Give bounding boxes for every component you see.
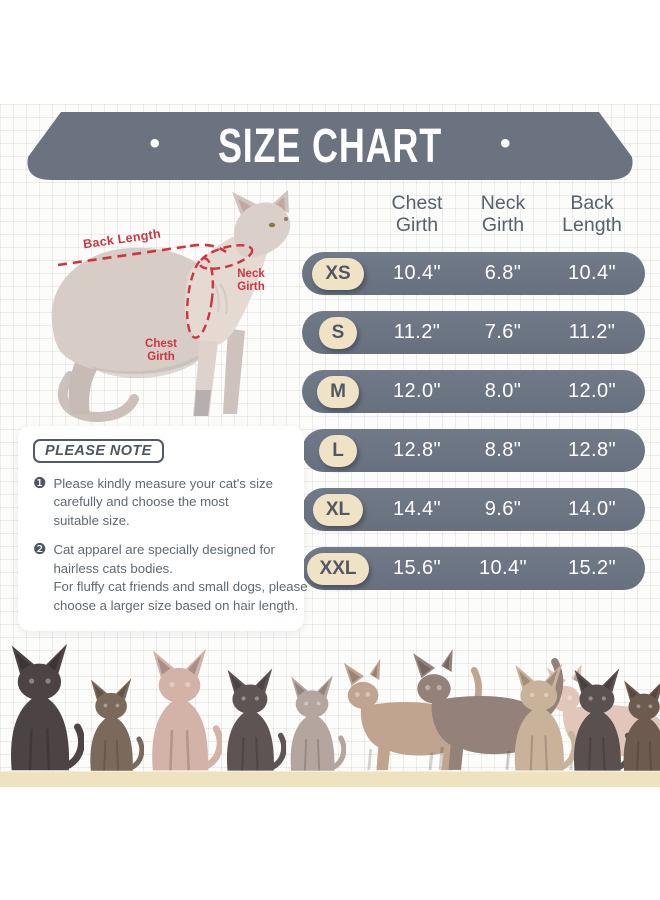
column-header-chest-girth: Chest Girth [391, 192, 443, 236]
banner-dot-right-icon: • [500, 126, 511, 160]
size-badge: XS [312, 257, 364, 290]
neck-girth-value: 10.4" [478, 557, 528, 579]
measurement-dashes-overlay [57, 243, 254, 339]
neck-girth-label: Neck Girth [237, 268, 265, 293]
note-item-1-text: Please kindly measure your cat's size ca… [53, 476, 273, 528]
back-length-value: 15.2" [567, 557, 617, 579]
neck-girth-value: 6.8" [484, 262, 522, 284]
bullet-1-icon: ❶ [33, 475, 47, 492]
note-item-2-text: Cat apparel are specially designed for h… [53, 542, 308, 613]
chest-girth-value: 12.8" [392, 439, 442, 461]
column-header-back-length: Back Length [562, 192, 622, 236]
size-badge: S [318, 316, 358, 349]
back-length-value: 14.0" [567, 498, 617, 520]
back-length-value: 11.2" [568, 321, 616, 343]
size-row: S 11.2" 7.6" 11.2" [302, 311, 645, 354]
note-item-1: ❶ Please kindly measure your cat's size … [33, 475, 289, 530]
cat-measurement-diagram: Back Length Neck Girth Chest Girth [30, 188, 302, 430]
size-table: Chest Girth Neck Girth Back Length XS 10.4"… [302, 192, 645, 606]
neck-girth-value: 9.6" [484, 498, 522, 520]
please-note-box: PLEASE NOTE ❶ Please kindly measure your… [18, 426, 308, 632]
size-row: XL 14.4" 9.6" 14.0" [302, 488, 645, 531]
column-header-neck-girth: Neck Girth [480, 192, 526, 236]
banner-dot-left-icon: • [149, 126, 160, 160]
bullet-2-icon: ❷ [33, 541, 47, 559]
chest-girth-value: 10.4" [392, 262, 442, 284]
size-table-header: Chest Girth Neck Girth Back Length [302, 192, 645, 236]
banner-ribbon-shape [27, 112, 633, 180]
size-badge: M [317, 375, 359, 408]
neck-girth-value: 7.6" [484, 321, 522, 343]
size-row: XXL 15.6" 10.4" 15.2" [302, 547, 645, 590]
chest-girth-value: 11.2" [393, 321, 441, 343]
neck-girth-value: 8.8" [484, 439, 522, 461]
page-title: SIZE CHART [218, 117, 442, 173]
chest-girth-label: Chest Girth [145, 338, 177, 363]
neck-girth-value: 8.0" [484, 380, 522, 402]
size-row: L 12.8" 8.8" 12.8" [302, 429, 645, 472]
size-row: XS 10.4" 6.8" 10.4" [302, 252, 645, 295]
size-badge: XL [312, 493, 364, 526]
please-note-badge: PLEASE NOTE [33, 439, 164, 463]
sphynx-cats-group-photo [0, 612, 660, 772]
chest-girth-value: 15.6" [392, 557, 442, 579]
note-item-2: ❷ Cat apparel are specially designed for… [33, 541, 308, 615]
size-badge: XXL [306, 552, 370, 585]
sphynx-cat-illustration [51, 190, 291, 423]
back-length-value: 12.8" [567, 439, 617, 461]
size-badge: L [319, 434, 357, 467]
size-chart-banner: • SIZE CHART • [23, 111, 637, 180]
chest-girth-value: 12.0" [392, 380, 442, 402]
back-length-value: 12.0" [567, 380, 617, 402]
back-length-value: 10.4" [567, 262, 617, 284]
size-row: M 12.0" 8.0" 12.0" [302, 370, 645, 413]
chest-girth-value: 14.4" [392, 498, 442, 520]
floor-strip [0, 771, 660, 787]
